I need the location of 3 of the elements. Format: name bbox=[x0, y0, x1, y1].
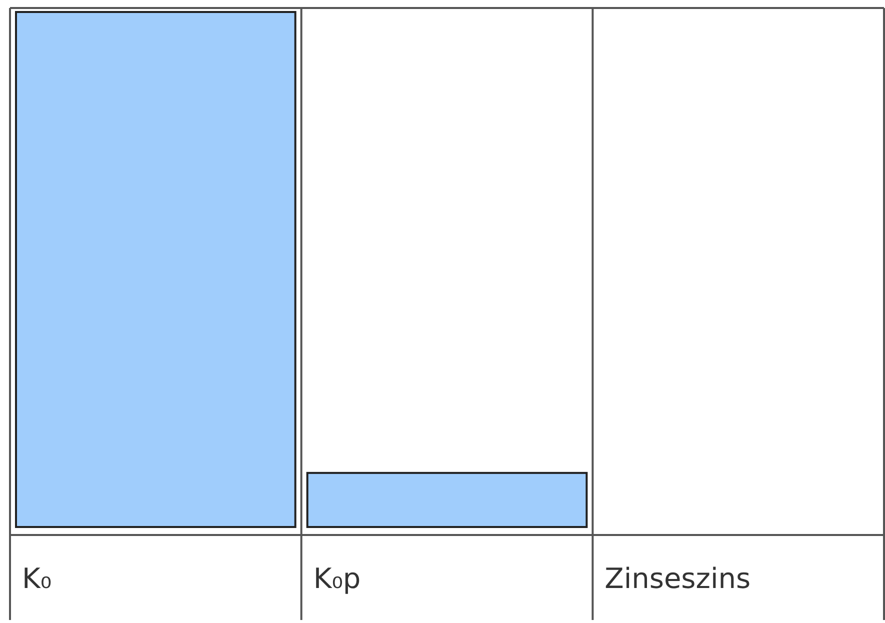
x-tick-label: Zinseszins bbox=[604, 562, 751, 595]
x-tick-label: K₀ bbox=[22, 562, 52, 595]
x-tick-label: K₀p bbox=[313, 562, 361, 595]
